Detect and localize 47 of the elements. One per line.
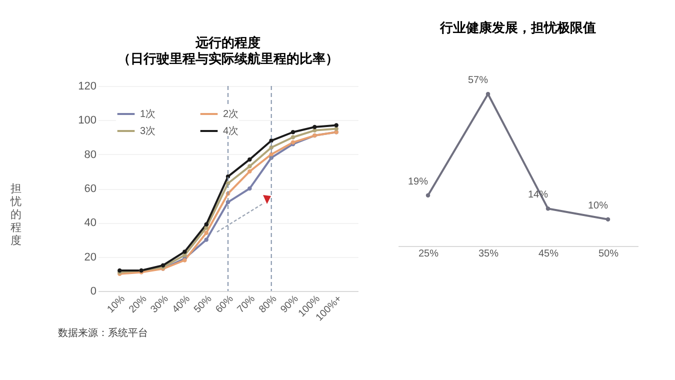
x-tick-label: 40% (170, 293, 193, 316)
y-tick-label: 0 (90, 286, 96, 298)
point (182, 253, 187, 258)
legend-label: 1次 (140, 109, 156, 120)
x-tick-label: 25% (418, 248, 439, 260)
point (312, 124, 317, 130)
data-label: 57% (468, 75, 488, 86)
y-axis-title: 担忧的程度 (10, 183, 22, 247)
x-tick-label: 80% (257, 293, 280, 316)
point (606, 217, 610, 222)
point (182, 250, 187, 254)
x-tick-label: 45% (538, 248, 559, 260)
point (486, 92, 490, 96)
legend-label: 4次 (223, 126, 239, 137)
y-tick-label: 40 (84, 217, 96, 230)
y-tick-label: 100 (78, 114, 96, 127)
point (426, 193, 430, 198)
chart-title: 远行的程度 (194, 35, 260, 50)
legend-label: 3次 (140, 126, 156, 137)
point (269, 145, 274, 150)
data-label: 10% (588, 200, 608, 212)
x-tick-label: 60% (214, 293, 236, 316)
data-label: 19% (408, 176, 428, 188)
point (248, 169, 252, 174)
point (248, 186, 252, 191)
source-note: 数据来源：系统平台 (58, 327, 148, 339)
point (290, 135, 296, 140)
point (204, 230, 208, 236)
legend-label: 2次 (223, 109, 239, 120)
chart-subtitle: （日行驶里程与实际续航里程的比率） (118, 51, 338, 66)
point (248, 157, 252, 162)
point (546, 206, 550, 211)
point (204, 222, 208, 226)
point (204, 238, 208, 242)
x-tick-label: 70% (236, 293, 258, 316)
x-tick-label: 30% (148, 293, 171, 316)
y-tick-label: 60 (84, 183, 96, 195)
y-tick-label: 80 (84, 148, 96, 161)
x-tick-label: 50% (192, 293, 214, 316)
y-tick-label: 120 (78, 80, 96, 92)
x-tick-label: 35% (478, 248, 499, 260)
y-tick-label: 20 (84, 251, 96, 264)
point (248, 164, 252, 168)
chart-title: 行业健康发展，担忧极限值 (439, 20, 596, 35)
x-tick-label: 50% (598, 248, 619, 260)
point (334, 123, 338, 128)
point (290, 130, 296, 134)
